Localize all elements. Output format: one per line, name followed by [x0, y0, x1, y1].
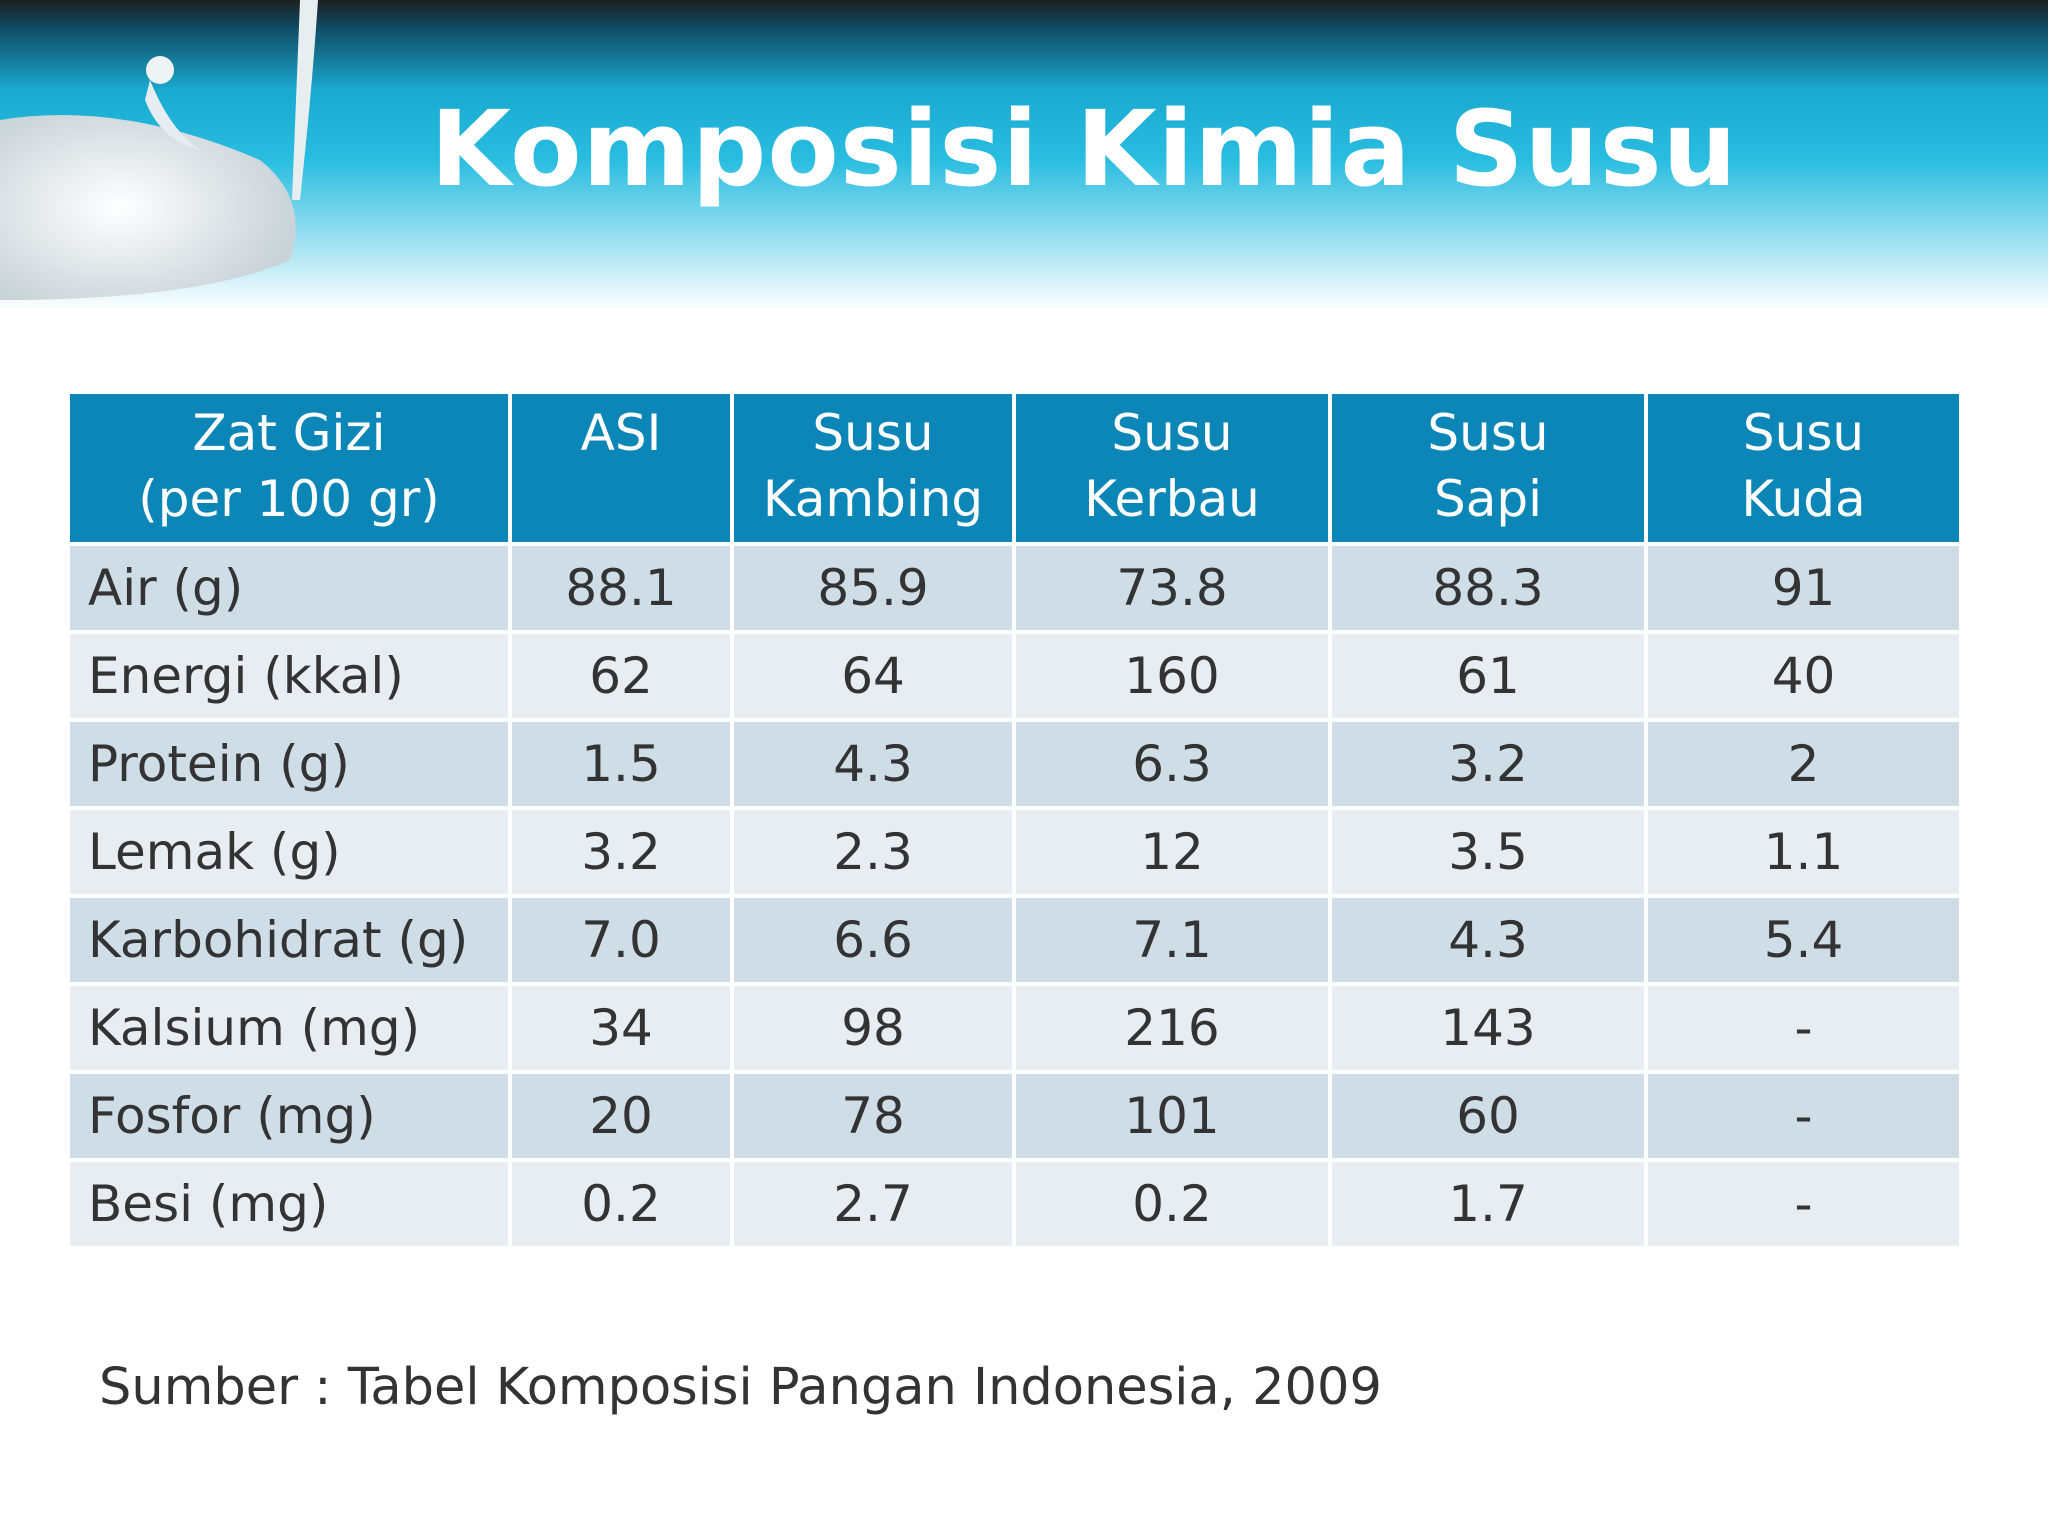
table-cell: 34	[512, 986, 730, 1070]
table-cell: 88.3	[1332, 546, 1644, 630]
table-cell: 1.5	[512, 722, 730, 806]
column-header-line: Kuda	[1741, 470, 1866, 528]
table-cell: 0.2	[512, 1162, 730, 1246]
table-cell: 73.8	[1016, 546, 1328, 630]
table-cell: 2.3	[734, 810, 1012, 894]
table-cell: 78	[734, 1074, 1012, 1158]
table-cell: 3.2	[512, 810, 730, 894]
column-header: Susu Sapi	[1332, 394, 1644, 542]
nutrition-table: Zat Gizi (per 100 gr) ASI Susu Kambing Susu Ke…	[66, 390, 1963, 1250]
row-label: Energi (kkal)	[70, 634, 508, 718]
table-row: Besi (mg) 0.2 2.7 0.2 1.7-	[70, 1162, 1959, 1246]
table-cell: 101	[1016, 1074, 1328, 1158]
table-cell: 12	[1016, 810, 1328, 894]
row-label: Fosfor (mg)	[70, 1074, 508, 1158]
source-note: Sumber : Tabel Komposisi Pangan Indonesi…	[99, 1358, 1382, 1417]
column-header-line: (per 100 gr)	[138, 470, 440, 528]
table-cell: -	[1648, 986, 1959, 1070]
row-label: Lemak (g)	[70, 810, 508, 894]
table-cell: -	[1648, 1162, 1959, 1246]
table-cell: 143	[1332, 986, 1644, 1070]
table-cell: 6.6	[734, 898, 1012, 982]
slide-title: Komposisi Kimia Susu	[430, 88, 1738, 210]
column-header: Susu Kerbau	[1016, 394, 1328, 542]
table-cell: 20	[512, 1074, 730, 1158]
table-cell: 4.3	[734, 722, 1012, 806]
table-cell: 61	[1332, 634, 1644, 718]
row-label: Besi (mg)	[70, 1162, 508, 1246]
table-cell: 3.2	[1332, 722, 1644, 806]
table-cell: 2.7	[734, 1162, 1012, 1246]
column-header-line: Susu	[1111, 404, 1233, 462]
milk-splash	[0, 0, 318, 300]
column-header-line: Susu	[1427, 404, 1549, 462]
table-cell: 7.0	[512, 898, 730, 982]
table-row: Energi (kkal) 62 64 160 61 40	[70, 634, 1959, 718]
header-row: Zat Gizi (per 100 gr) ASI Susu Kambing Susu Ke…	[70, 394, 1959, 542]
table-cell: 1.1	[1648, 810, 1959, 894]
table-cell: 6.3	[1016, 722, 1328, 806]
table-cell: 2	[1648, 722, 1959, 806]
table-cell: 62	[512, 634, 730, 718]
table-cell: 40	[1648, 634, 1959, 718]
table-cell: 64	[734, 634, 1012, 718]
banner	[0, 0, 2048, 310]
table-cell: 4.3	[1332, 898, 1644, 982]
row-label: Kalsium (mg)	[70, 986, 508, 1070]
table-cell: 60	[1332, 1074, 1644, 1158]
column-header-line: Zat Gizi	[192, 404, 386, 462]
table-cell: 3.5	[1332, 810, 1644, 894]
table-row: Lemak (g) 3.2 2.3 12 3.5 1.1	[70, 810, 1959, 894]
row-label: Air (g)	[70, 546, 508, 630]
column-header-line: Susu	[1742, 404, 1865, 462]
table-row: Fosfor (mg) 20 78 101 60-	[70, 1074, 1959, 1158]
column-header-line: Susu	[812, 404, 934, 462]
row-label: Karbohidrat (g)	[70, 898, 508, 982]
column-header: Susu Kambing	[734, 394, 1012, 542]
table-cell: 91	[1648, 546, 1959, 630]
column-header: Zat Gizi (per 100 gr)	[70, 394, 508, 542]
column-header-line: ASI	[580, 404, 662, 462]
column-header: ASI	[512, 394, 730, 542]
table-cell: 5.4	[1648, 898, 1959, 982]
table-row: Air (g) 88.1 85.9 73.8 88.3 91	[70, 546, 1959, 630]
table-row: Kalsium (mg) 34 98 216 143-	[70, 986, 1959, 1070]
table-cell: 0.2	[1016, 1162, 1328, 1246]
table-cell: 88.1	[512, 546, 730, 630]
table-cell: 1.7	[1332, 1162, 1644, 1246]
column-header: Susu Kuda	[1648, 394, 1959, 542]
column-header-line: Kambing	[762, 470, 984, 528]
table-cell: 160	[1016, 634, 1328, 718]
table-cell: 216	[1016, 986, 1328, 1070]
table-cell: -	[1648, 1074, 1959, 1158]
column-header-line: Sapi	[1433, 470, 1542, 528]
table-row: Protein (g) 1.5 4.3 6.3 3.2 2	[70, 722, 1959, 806]
table-cell: 98	[734, 986, 1012, 1070]
table-cell: 85.9	[734, 546, 1012, 630]
column-header-line: Kerbau	[1084, 470, 1260, 528]
row-label: Protein (g)	[70, 722, 508, 806]
table-row: Karbohidrat (g) 7.0 6.6 7.1 4.3 5.4	[70, 898, 1959, 982]
table-cell: 7.1	[1016, 898, 1328, 982]
